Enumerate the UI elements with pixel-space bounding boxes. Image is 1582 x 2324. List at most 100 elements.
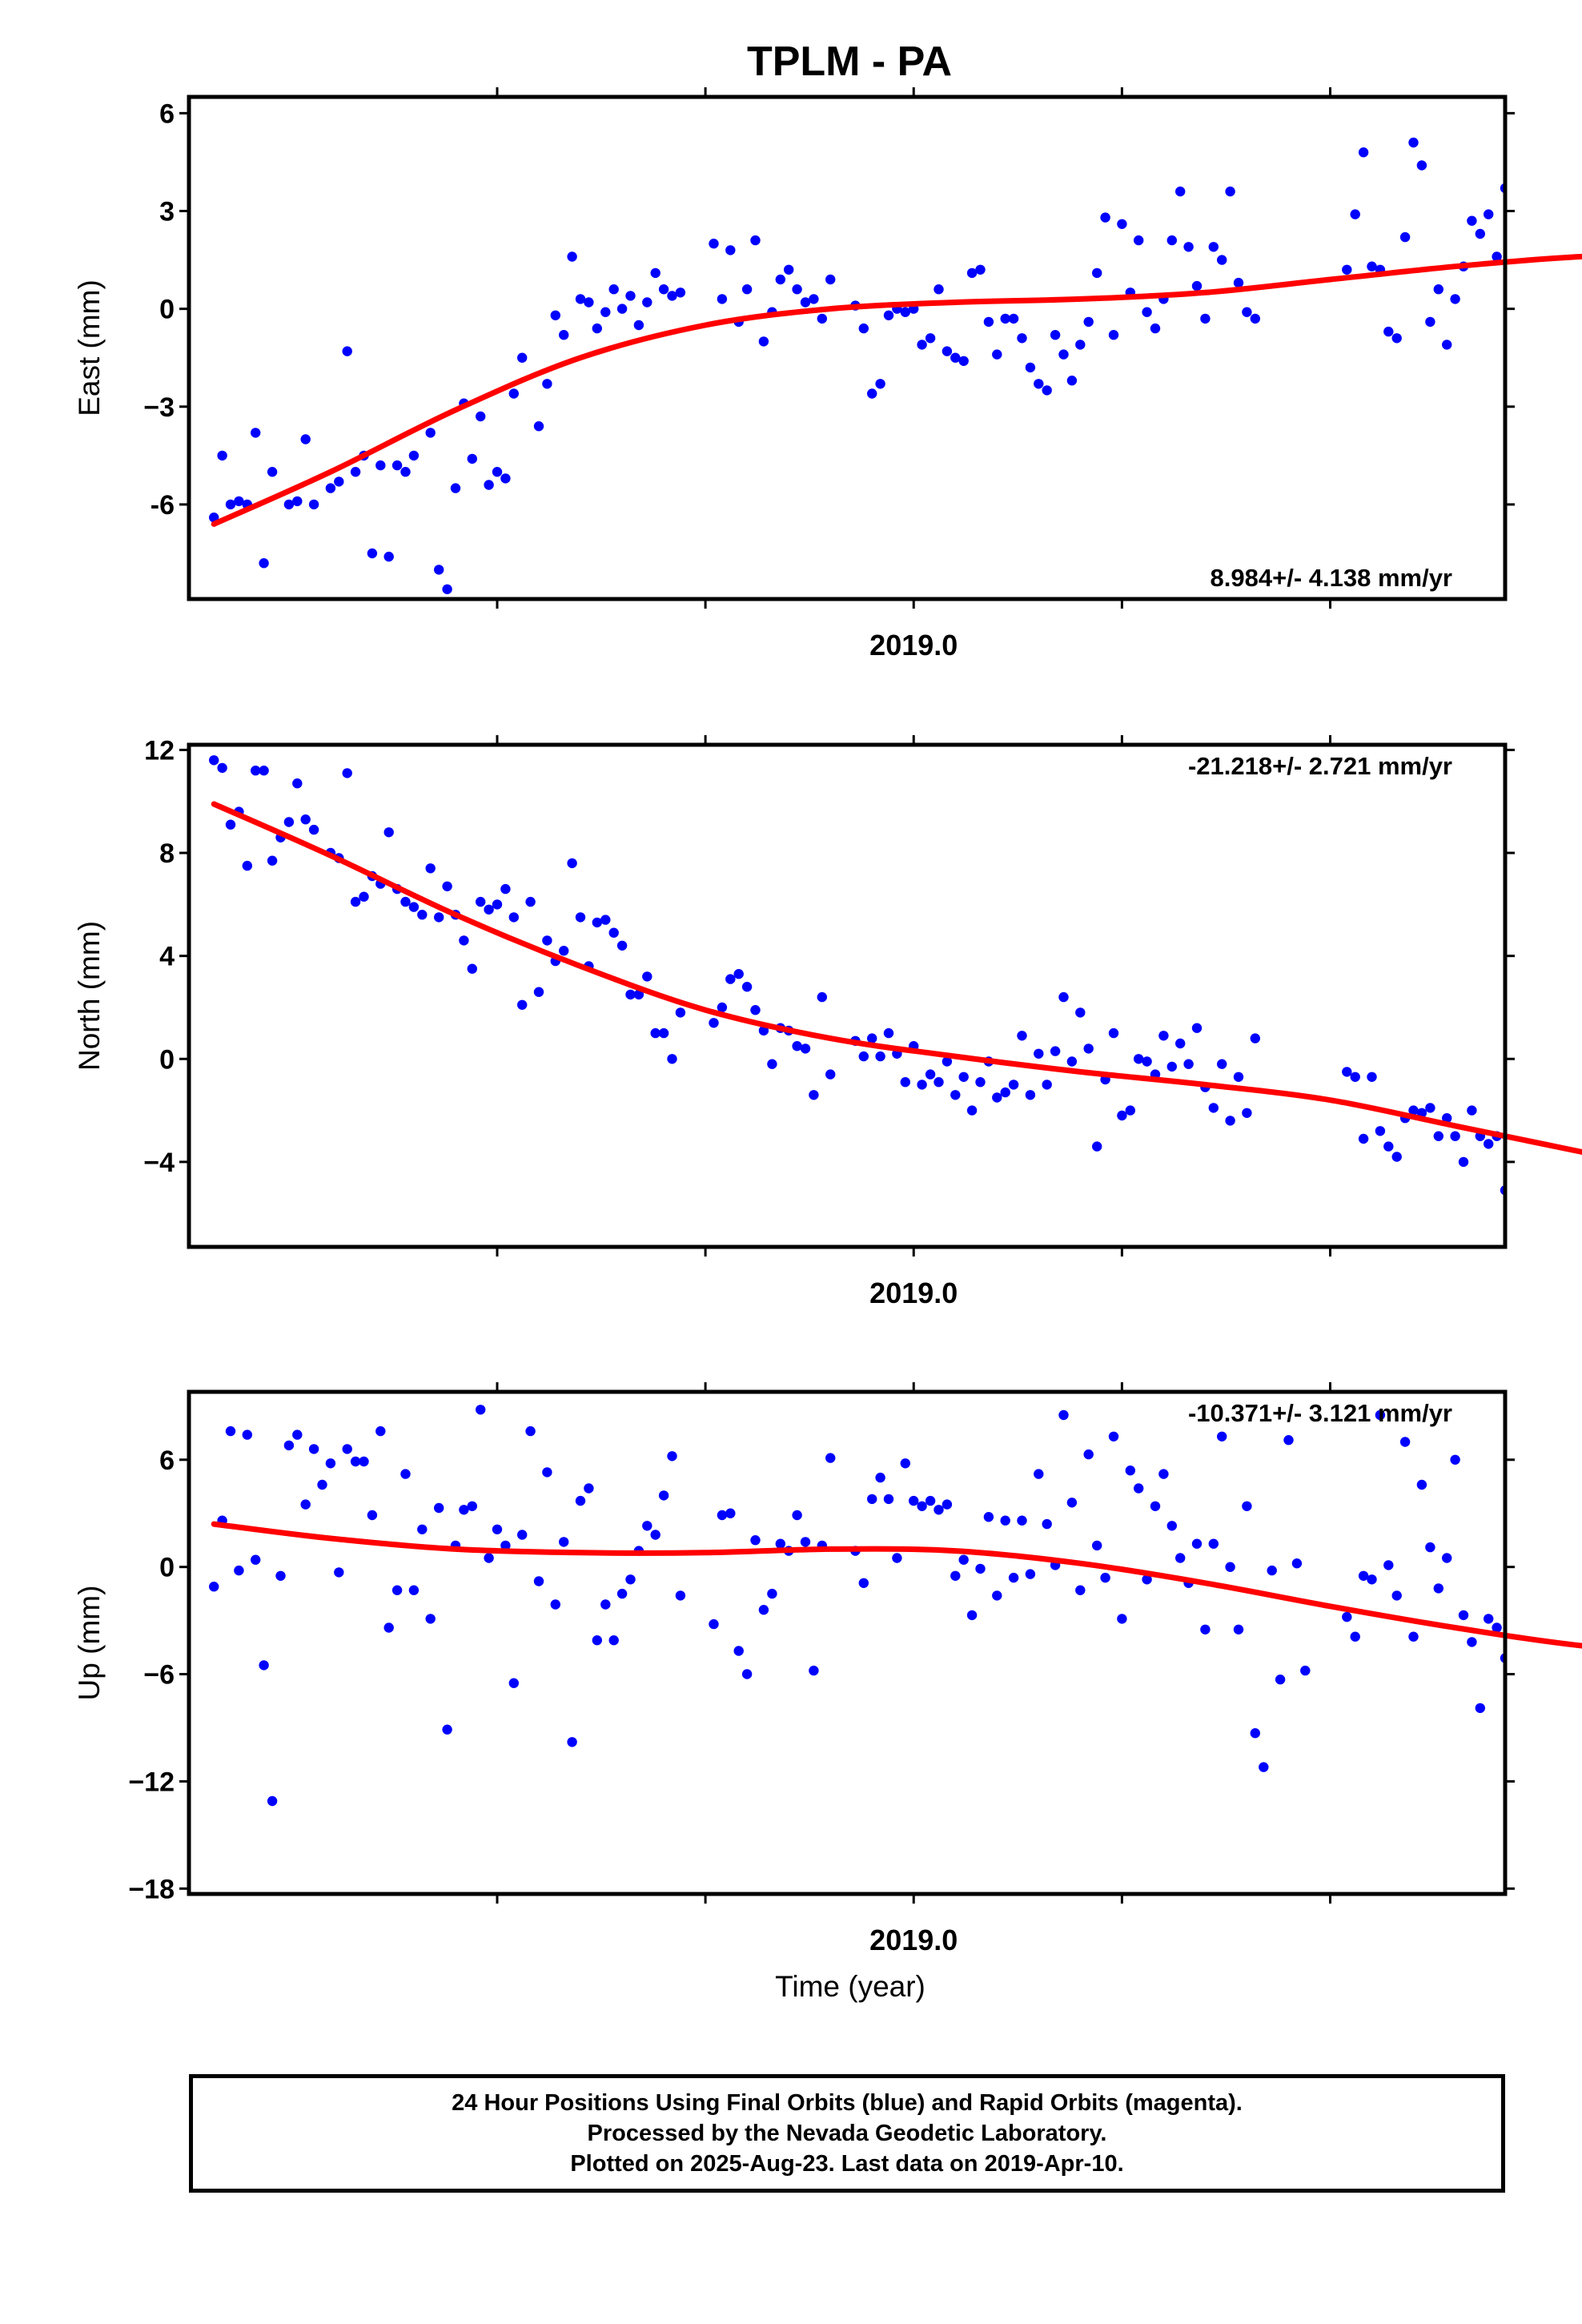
data-point <box>792 1041 802 1051</box>
data-point <box>1442 1553 1452 1563</box>
data-point <box>1017 1515 1027 1526</box>
data-point <box>367 548 378 559</box>
data-point <box>1117 1110 1127 1121</box>
data-point <box>408 1585 420 1595</box>
data-point <box>1092 1141 1102 1152</box>
data-point <box>741 1669 753 1679</box>
data-point <box>800 1537 811 1547</box>
data-point <box>1125 1466 1136 1476</box>
data-point <box>442 881 452 892</box>
data-point <box>925 1495 936 1506</box>
data-point <box>234 1565 244 1576</box>
data-point <box>1117 219 1127 229</box>
data-point <box>1008 1572 1019 1583</box>
data-point <box>983 316 994 328</box>
data-point <box>1484 1139 1494 1149</box>
data-point <box>1175 186 1186 197</box>
data-point <box>542 1467 552 1478</box>
data-point <box>1108 330 1119 340</box>
data-point <box>975 1563 986 1574</box>
data-point <box>1559 1155 1568 1164</box>
data-point <box>642 971 652 982</box>
data-point <box>1508 1149 1518 1159</box>
data-point <box>1000 1087 1010 1098</box>
data-point <box>334 476 344 487</box>
data-point <box>1559 102 1568 111</box>
data-point <box>283 499 295 510</box>
data-point <box>983 1512 994 1522</box>
data-point <box>1108 1027 1119 1039</box>
data-point <box>1158 1031 1169 1041</box>
data-point <box>875 1472 885 1483</box>
data-point <box>1008 1080 1019 1090</box>
data-point <box>1066 1056 1078 1067</box>
data-point <box>1259 1762 1269 1772</box>
data-point <box>325 483 336 493</box>
data-point <box>1425 1103 1435 1113</box>
data-point <box>1142 1574 1152 1585</box>
data-point <box>1383 1141 1394 1152</box>
data-point <box>1034 379 1044 389</box>
y-tick-label: −6 <box>143 1660 175 1691</box>
data-point <box>467 1501 477 1512</box>
data-point <box>800 297 811 308</box>
data-point <box>1391 1152 1402 1162</box>
east-frame <box>187 94 1508 601</box>
data-point <box>1233 1624 1244 1635</box>
data-point <box>1050 330 1061 340</box>
data-point <box>792 1510 802 1521</box>
data-point <box>950 1570 961 1582</box>
data-point <box>900 1077 911 1088</box>
data-point <box>1058 349 1069 360</box>
x-tick-label: 2019.0 <box>869 1924 958 1956</box>
data-point <box>1034 1469 1044 1479</box>
data-point <box>616 1588 628 1599</box>
data-point <box>1467 215 1477 226</box>
data-point <box>1350 1072 1360 1083</box>
data-point <box>1066 1498 1078 1508</box>
data-point <box>359 1456 369 1467</box>
data-point <box>1425 1542 1435 1553</box>
y-tick-label: −4 <box>143 1148 175 1178</box>
y-tick-label: 6 <box>159 99 175 129</box>
data-point <box>1166 1061 1178 1072</box>
data-point <box>1250 313 1261 324</box>
data-point <box>467 453 477 464</box>
up-points <box>209 1405 1505 1807</box>
data-point <box>725 1508 736 1518</box>
data-point <box>476 1405 486 1415</box>
data-point <box>1242 1501 1252 1512</box>
data-point <box>300 1499 311 1510</box>
data-point <box>883 1027 894 1039</box>
data-point <box>867 388 877 399</box>
data-point <box>900 1458 911 1469</box>
data-point <box>1108 1431 1119 1442</box>
data-point <box>308 1444 319 1454</box>
data-point <box>600 1599 611 1610</box>
y-axis-label: Up (mm) <box>73 1586 106 1701</box>
data-point <box>966 267 978 279</box>
data-point <box>950 352 961 363</box>
data-point <box>625 1574 636 1585</box>
data-point <box>825 274 836 285</box>
data-point <box>259 558 269 569</box>
data-point <box>575 294 586 304</box>
y-axis-label: North (mm) <box>73 921 106 1071</box>
data-point <box>1025 362 1036 373</box>
y-axis-label: East (mm) <box>73 279 106 416</box>
data-point <box>1175 1038 1186 1049</box>
data-point <box>442 584 452 594</box>
data-point <box>508 912 519 923</box>
data-point <box>1008 313 1019 324</box>
data-point <box>784 264 794 275</box>
data-point <box>1525 1191 1535 1200</box>
data-point <box>234 496 244 507</box>
up-frame <box>187 1389 1508 1896</box>
data-point <box>592 323 602 334</box>
data-point <box>975 264 986 275</box>
data-point <box>608 1635 619 1646</box>
data-point <box>800 1043 811 1054</box>
data-point <box>1142 1056 1152 1067</box>
data-point <box>1450 294 1460 304</box>
